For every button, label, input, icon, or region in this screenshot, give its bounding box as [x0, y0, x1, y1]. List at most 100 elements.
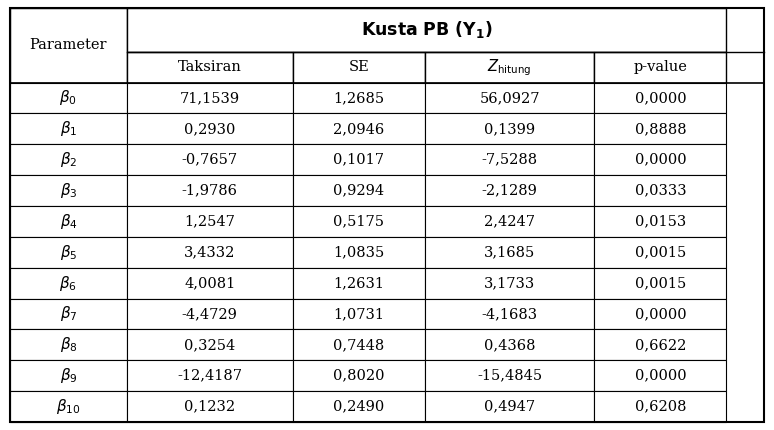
Text: 0,0153: 0,0153: [635, 215, 686, 228]
Bar: [127, 206, 293, 237]
Text: 0,4947: 0,4947: [484, 399, 535, 414]
Bar: [10, 8, 127, 83]
Text: -2,1289: -2,1289: [481, 184, 537, 197]
Bar: [293, 329, 425, 360]
Bar: [10, 237, 127, 268]
Text: $\beta_0$: $\beta_0$: [60, 89, 77, 108]
Bar: [127, 268, 293, 298]
Bar: [127, 391, 293, 422]
Bar: [594, 237, 726, 268]
Bar: [127, 144, 293, 175]
Text: 0,1017: 0,1017: [334, 153, 384, 167]
Text: $\beta_8$: $\beta_8$: [60, 335, 77, 354]
Bar: [425, 206, 594, 237]
Text: 1,0835: 1,0835: [333, 245, 385, 259]
Bar: [594, 83, 726, 114]
Text: 2,4247: 2,4247: [484, 215, 535, 228]
Text: 3,4332: 3,4332: [184, 245, 235, 259]
Bar: [127, 329, 293, 360]
Bar: [10, 175, 127, 206]
Text: $Z_{\rm{hitung}}$: $Z_{\rm{hitung}}$: [488, 57, 532, 77]
Bar: [425, 391, 594, 422]
Bar: [10, 83, 127, 114]
Bar: [10, 360, 127, 391]
Text: -0,7657: -0,7657: [182, 153, 238, 167]
Bar: [127, 52, 293, 83]
Bar: [10, 144, 127, 175]
Bar: [127, 175, 293, 206]
Bar: [425, 268, 594, 298]
Text: 4,0081: 4,0081: [184, 276, 235, 290]
Text: 0,3254: 0,3254: [184, 338, 235, 352]
Text: 0,9294: 0,9294: [333, 184, 384, 197]
Bar: [127, 8, 726, 52]
Text: Parameter: Parameter: [29, 38, 107, 52]
Text: 1,2631: 1,2631: [334, 276, 384, 290]
Bar: [425, 175, 594, 206]
Text: 3,1685: 3,1685: [484, 245, 535, 259]
Text: 56,0927: 56,0927: [479, 91, 539, 105]
Bar: [425, 360, 594, 391]
Text: $\beta_6$: $\beta_6$: [60, 273, 77, 293]
Text: -4,1683: -4,1683: [481, 307, 538, 321]
Text: 0,0000: 0,0000: [635, 307, 686, 321]
Text: $\beta_4$: $\beta_4$: [60, 212, 77, 231]
Bar: [594, 329, 726, 360]
Text: -1,9786: -1,9786: [182, 184, 238, 197]
Bar: [594, 391, 726, 422]
Text: $\beta_1$: $\beta_1$: [60, 119, 77, 138]
Text: -4,4729: -4,4729: [182, 307, 238, 321]
Bar: [10, 206, 127, 237]
Bar: [293, 52, 425, 83]
Bar: [293, 175, 425, 206]
Bar: [594, 175, 726, 206]
Bar: [425, 114, 594, 144]
Bar: [594, 144, 726, 175]
Bar: [425, 237, 594, 268]
Text: 0,0015: 0,0015: [635, 276, 686, 290]
Bar: [10, 329, 127, 360]
Bar: [293, 83, 425, 114]
Text: $\beta_5$: $\beta_5$: [60, 243, 77, 262]
Bar: [293, 268, 425, 298]
Text: Taksiran: Taksiran: [178, 60, 241, 74]
Bar: [127, 298, 293, 329]
Text: 0,1399: 0,1399: [484, 122, 535, 136]
Text: -15,4845: -15,4845: [477, 369, 542, 383]
Bar: [594, 52, 726, 83]
Text: SE: SE: [348, 60, 369, 74]
Text: 0,5175: 0,5175: [334, 215, 384, 228]
Bar: [127, 237, 293, 268]
Text: 0,2490: 0,2490: [333, 399, 385, 414]
Bar: [594, 360, 726, 391]
Text: 0,0000: 0,0000: [635, 369, 686, 383]
Bar: [127, 83, 293, 114]
Bar: [10, 114, 127, 144]
Text: 0,7448: 0,7448: [333, 338, 385, 352]
Bar: [293, 360, 425, 391]
Text: -12,4187: -12,4187: [177, 369, 242, 383]
Text: 1,0731: 1,0731: [334, 307, 384, 321]
Text: 71,1539: 71,1539: [180, 91, 240, 105]
Text: $\beta_3$: $\beta_3$: [60, 181, 77, 200]
Text: 0,0000: 0,0000: [635, 91, 686, 105]
Bar: [293, 144, 425, 175]
Bar: [425, 144, 594, 175]
Text: 0,0000: 0,0000: [635, 153, 686, 167]
Text: 0,0333: 0,0333: [635, 184, 686, 197]
Bar: [293, 391, 425, 422]
Text: $\beta_9$: $\beta_9$: [60, 366, 77, 385]
Text: 0,8020: 0,8020: [333, 369, 385, 383]
Bar: [425, 52, 594, 83]
Text: 0,8888: 0,8888: [635, 122, 686, 136]
Bar: [10, 391, 127, 422]
Text: $\beta_{10}$: $\beta_{10}$: [56, 397, 80, 416]
Text: 0,2930: 0,2930: [184, 122, 235, 136]
Bar: [425, 83, 594, 114]
Text: 0,4368: 0,4368: [484, 338, 536, 352]
Text: 1,2547: 1,2547: [184, 215, 235, 228]
Bar: [425, 329, 594, 360]
Text: 0,6208: 0,6208: [635, 399, 686, 414]
Bar: [293, 206, 425, 237]
Text: p-value: p-value: [633, 60, 687, 74]
